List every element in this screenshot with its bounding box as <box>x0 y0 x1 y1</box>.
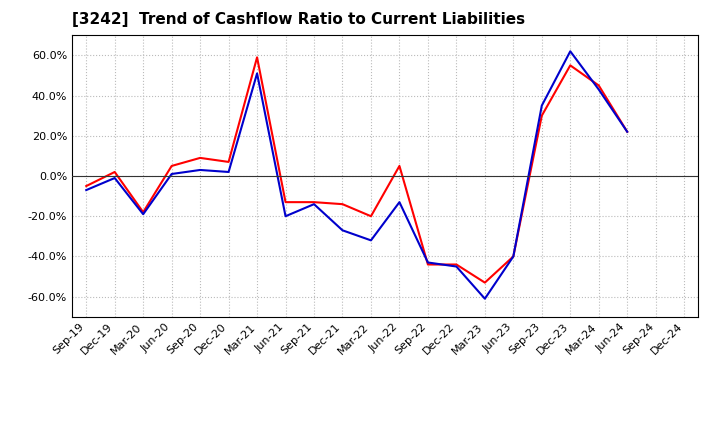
Operating CF to Current Liabilities <box>623 129 631 134</box>
Operating CF to Current Liabilities <box>282 199 290 205</box>
Free CF to Current Liabilities <box>82 187 91 193</box>
Free CF to Current Liabilities <box>338 227 347 233</box>
Legend: Operating CF to Current Liabilities, Free CF to Current Liabilities: Operating CF to Current Liabilities, Fre… <box>145 435 626 440</box>
Operating CF to Current Liabilities <box>167 163 176 169</box>
Free CF to Current Liabilities <box>139 212 148 217</box>
Operating CF to Current Liabilities <box>310 199 318 205</box>
Free CF to Current Liabilities <box>509 254 518 259</box>
Free CF to Current Liabilities <box>452 264 461 269</box>
Free CF to Current Liabilities <box>110 176 119 181</box>
Free CF to Current Liabilities <box>537 103 546 108</box>
Operating CF to Current Liabilities <box>196 155 204 161</box>
Operating CF to Current Liabilities <box>595 83 603 88</box>
Free CF to Current Liabilities <box>225 169 233 175</box>
Free CF to Current Liabilities <box>167 171 176 176</box>
Operating CF to Current Liabilities <box>452 262 461 267</box>
Operating CF to Current Liabilities <box>480 280 489 285</box>
Free CF to Current Liabilities <box>423 260 432 265</box>
Operating CF to Current Liabilities <box>225 159 233 165</box>
Free CF to Current Liabilities <box>253 71 261 76</box>
Text: [3242]  Trend of Cashflow Ratio to Current Liabilities: [3242] Trend of Cashflow Ratio to Curren… <box>72 12 525 27</box>
Free CF to Current Liabilities <box>623 129 631 134</box>
Free CF to Current Liabilities <box>395 199 404 205</box>
Operating CF to Current Liabilities <box>82 183 91 189</box>
Free CF to Current Liabilities <box>595 87 603 92</box>
Free CF to Current Liabilities <box>282 213 290 219</box>
Operating CF to Current Liabilities <box>423 262 432 267</box>
Free CF to Current Liabilities <box>366 238 375 243</box>
Operating CF to Current Liabilities <box>395 163 404 169</box>
Operating CF to Current Liabilities <box>537 113 546 118</box>
Operating CF to Current Liabilities <box>366 213 375 219</box>
Free CF to Current Liabilities <box>480 296 489 301</box>
Operating CF to Current Liabilities <box>110 169 119 175</box>
Free CF to Current Liabilities <box>566 49 575 54</box>
Operating CF to Current Liabilities <box>338 202 347 207</box>
Operating CF to Current Liabilities <box>566 63 575 68</box>
Line: Free CF to Current Liabilities: Free CF to Current Liabilities <box>86 51 627 299</box>
Operating CF to Current Liabilities <box>139 209 148 215</box>
Operating CF to Current Liabilities <box>253 55 261 60</box>
Line: Operating CF to Current Liabilities: Operating CF to Current Liabilities <box>86 57 627 282</box>
Operating CF to Current Liabilities <box>509 254 518 259</box>
Free CF to Current Liabilities <box>196 167 204 172</box>
Free CF to Current Liabilities <box>310 202 318 207</box>
